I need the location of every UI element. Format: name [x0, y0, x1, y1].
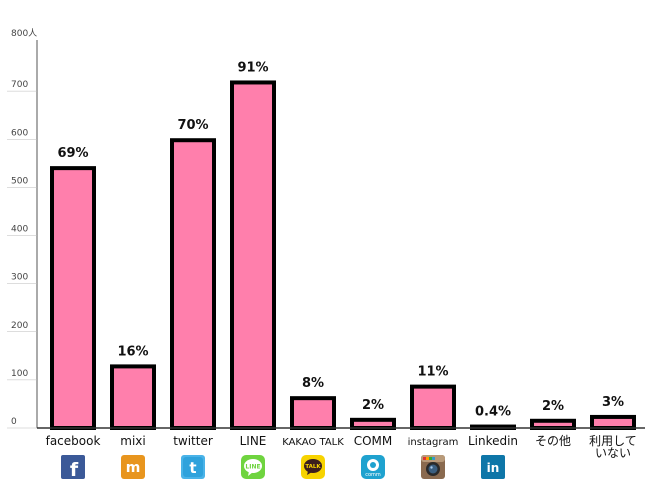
- svg-text:LINE: LINE: [245, 464, 260, 471]
- x-tick-label: mixi: [120, 434, 145, 448]
- y-tick-label: 700: [11, 80, 28, 90]
- y-tick-label: 200: [11, 321, 28, 331]
- bar: [110, 364, 156, 430]
- line-icon: LINE: [241, 455, 265, 479]
- data-label: 70%: [177, 118, 208, 133]
- bar: [350, 417, 396, 431]
- bar: [590, 414, 636, 430]
- data-label: 69%: [57, 146, 88, 161]
- linkedin-icon: in: [481, 455, 505, 479]
- bar: [170, 138, 216, 430]
- x-tick-label: twitter: [173, 434, 213, 448]
- y-tick-label: 300: [11, 273, 28, 283]
- y-tick-label: 400: [11, 225, 28, 235]
- bar: [410, 384, 456, 430]
- bar: [230, 80, 276, 431]
- data-label: 91%: [237, 60, 268, 75]
- comm-icon: comm: [361, 455, 385, 479]
- data-labels-group: 69% 16% 70% 91% 8% 2% 11% 0.4% 2% 3%: [57, 60, 624, 419]
- instagram-icon: [421, 455, 445, 479]
- bar: [290, 396, 336, 431]
- bar: [50, 166, 96, 430]
- kakaotalk-icon: TALK: [301, 455, 325, 479]
- icons-group: f m t LINE TALK comm in: [61, 455, 505, 481]
- y-tick-label: 0: [11, 417, 17, 427]
- x-tick-label: その他: [535, 434, 571, 448]
- x-tick-label: 利用して: [589, 434, 637, 448]
- svg-text:m: m: [126, 460, 141, 476]
- x-tick-label: LINE: [240, 434, 267, 448]
- facebook-icon: f: [61, 455, 85, 481]
- data-label: 2%: [362, 398, 384, 413]
- svg-text:t: t: [189, 459, 196, 477]
- bar: [530, 418, 576, 430]
- y-tick-label: 100: [11, 369, 28, 379]
- data-label: 2%: [542, 399, 564, 414]
- data-label: 0.4%: [475, 405, 511, 420]
- data-label: 3%: [602, 395, 624, 410]
- x-tick-label: COMM: [354, 434, 393, 448]
- y-axis-ticks: 0 100 200 300 400 500 600 700: [7, 80, 37, 429]
- y-tick-label: 600: [11, 128, 28, 138]
- twitter-icon: t: [181, 455, 205, 479]
- svg-text:TALK: TALK: [305, 464, 321, 470]
- svg-text:comm: comm: [365, 472, 381, 478]
- bars-group: [50, 80, 636, 431]
- svg-text:in: in: [487, 461, 500, 475]
- data-label: 16%: [117, 344, 148, 359]
- x-tick-label: facebook: [46, 434, 101, 448]
- mixi-icon: m: [121, 455, 145, 479]
- x-axis-labels-group: facebook mixi twitter LINE KAKAO TALK COMM ins…: [46, 434, 637, 460]
- x-tick-label: いない: [595, 446, 631, 460]
- svg-text:f: f: [70, 459, 79, 481]
- data-label: 11%: [417, 365, 448, 380]
- x-tick-label: KAKAO TALK: [282, 437, 344, 448]
- data-label: 8%: [302, 376, 324, 391]
- x-tick-label: instagram: [408, 437, 459, 448]
- y-tick-label: 500: [11, 176, 28, 186]
- y-axis-unit-label: 800人: [11, 28, 37, 39]
- x-tick-label: Linkedin: [468, 434, 518, 448]
